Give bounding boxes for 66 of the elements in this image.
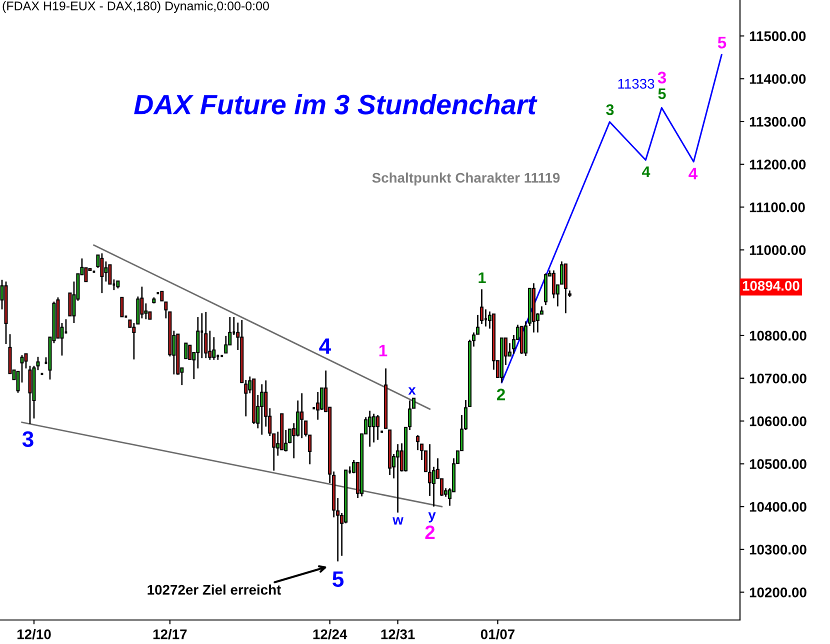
y-tick-label: 10400.00 [750,502,806,512]
candlestick [184,342,188,360]
candlestick [120,296,124,318]
candlestick [416,434,420,451]
annotation: 10272er Ziel erreicht [148,584,282,595]
candlestick [376,414,380,441]
candlestick [160,290,164,302]
candlestick [104,260,108,282]
candlestick [204,311,208,359]
candlestick [316,391,320,420]
x-tick-label: 12/31 [381,629,415,640]
text: DAX Future im 3 Stundenchart [134,94,538,114]
y-tick-label: 11400.00 [750,74,806,84]
annotation: 1 [478,272,486,283]
x-tick-label: 12/17 [153,629,187,640]
annotation: 4 [642,166,650,177]
y-tick-label: 11100.00 [750,202,805,212]
y-tick-label: 11300.00 [750,116,806,127]
annotation: 3 [22,431,34,447]
candlestick [396,443,400,514]
candlestick [28,365,32,425]
candlestick [84,267,88,282]
candlestick [372,413,376,444]
annotation: 2 [425,525,435,540]
annotation: 4 [688,168,698,180]
annotation: 5 [658,88,666,100]
annotation: 2 [496,388,505,400]
candlestick [260,384,264,436]
y-tick-label: 10700.00 [750,374,806,384]
y-tick-label: 10600.00 [750,416,806,426]
y-tick-label: 11500.00 [750,31,806,42]
annotation: 11333 [618,78,654,89]
candlestick [368,410,372,448]
annotation: 5 [718,36,726,48]
annotation: Schaltpunkt Charakter 11119 [372,172,560,186]
candlestick [300,392,304,439]
y-tick-label: 11200.00 [750,160,806,170]
y-tick-label: 10200.00 [750,588,806,598]
text: 10894.00 [742,280,800,291]
x-tick-label: 12/10 [17,629,51,640]
x-tick-label: 01/07 [480,629,514,640]
annotation: w [392,517,404,525]
x-tick-label: 12/24 [313,629,348,640]
candlestick [552,270,556,299]
annotation: 4 [319,338,332,354]
candlestick [68,292,72,316]
annotation: 5 [332,571,344,587]
candlestick [196,316,200,370]
chart-subtitle: (FDAX H19-EUX - DAX,180) Dynamic,0:00-0:00 [2,1,269,13]
annotation: 3 [606,104,614,116]
annotation: 3 [658,72,666,84]
candlestick [560,260,564,285]
y-tick-label: 11000.00 [750,245,806,256]
candlestick [428,443,432,497]
candlestick [224,335,228,354]
candlestick [100,252,104,294]
candlestick [188,344,192,360]
candlestick [480,288,484,325]
y-tick-label: 10800.00 [750,330,806,341]
annotation: x [408,387,416,395]
candlestick [16,370,20,394]
annotation: y [428,512,436,522]
y-tick-label: 10300.00 [750,544,806,555]
candlestick [20,354,24,384]
annotation: 1 [379,344,388,356]
y-tick-label: 10500.00 [750,459,806,469]
